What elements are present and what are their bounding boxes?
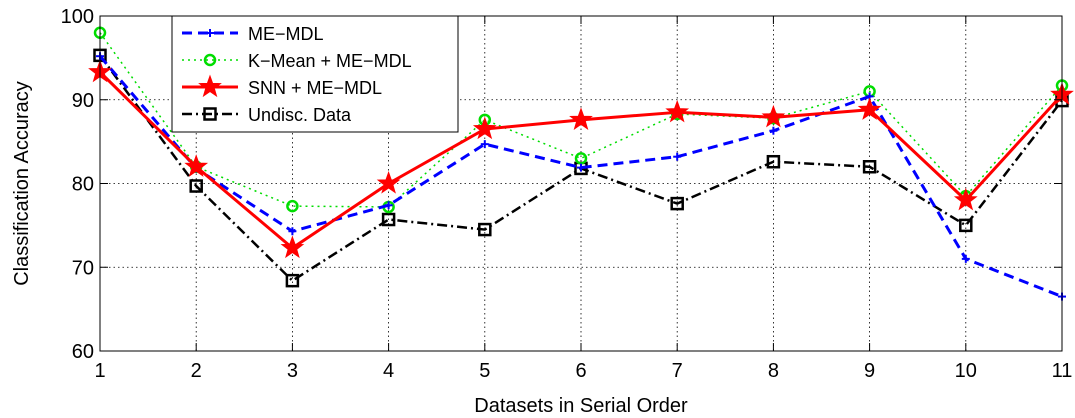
legend-entry: K−Mean + ME−MDL: [182, 51, 412, 71]
data-point: [480, 140, 489, 149]
data-point: [673, 152, 682, 161]
x-axis-label: Datasets in Serial Order: [474, 395, 688, 417]
x-tick-label: 9: [864, 360, 875, 382]
legend-label: SNN + ME−MDL: [248, 78, 382, 98]
x-tick-label: 7: [672, 360, 683, 382]
data-point: [574, 152, 588, 165]
data-point: [285, 273, 300, 288]
legend-marker: [203, 53, 217, 67]
y-tick-label: 80: [72, 174, 94, 196]
x-tick-label: 5: [479, 360, 490, 382]
data-point: [384, 201, 393, 210]
data-point: [665, 99, 690, 123]
data-point: [286, 199, 299, 213]
grid-lines: [100, 16, 1062, 351]
x-tick-label: 11: [1052, 360, 1073, 382]
legend-marker: [203, 107, 217, 121]
data-point: [577, 163, 585, 172]
legend-marker: [206, 29, 214, 37]
y-tick-label: 100: [61, 6, 94, 28]
legend-entry: ME−MDL: [182, 24, 324, 44]
legend-marker: [198, 74, 222, 98]
legend-label: ME−MDL: [248, 24, 324, 44]
data-point: [184, 154, 209, 177]
x-tick-label: 2: [191, 360, 202, 382]
series-line: [99, 32, 1063, 208]
data-point: [670, 196, 684, 211]
data-point: [953, 187, 978, 211]
x-tick-label: 6: [575, 360, 586, 382]
x-tick-label: 10: [955, 360, 977, 382]
x-tick-label: 8: [768, 360, 779, 382]
legend-entry: Undisc. Data: [182, 105, 352, 125]
legend-entry: SNN + ME−MDL: [182, 74, 382, 98]
legend-box: [171, 15, 459, 133]
x-tick-label: 3: [287, 360, 298, 382]
legend-label: K−Mean + ME−MDL: [248, 51, 412, 71]
data-point: [857, 97, 882, 120]
series-line: [98, 55, 1063, 298]
legend: ME−MDL K−Mean + ME−MDL SNN + ME−MDL Undisc.…: [171, 15, 459, 133]
data-point: [381, 212, 396, 227]
x-tick-label: 1: [94, 360, 105, 382]
data-point: [569, 107, 593, 130]
y-axis-label: Classification Accuracy: [11, 81, 33, 286]
y-tick-label: 70: [72, 257, 94, 279]
data-point: [961, 254, 970, 263]
y-tick-label: 90: [72, 90, 94, 112]
data-point: [189, 179, 203, 193]
data-point: [472, 116, 497, 140]
data-point: [280, 235, 305, 259]
data-point: [766, 154, 781, 169]
y-tick-label: 60: [72, 341, 94, 363]
data-point: [376, 171, 401, 194]
data-point: [761, 104, 786, 128]
data-point: [862, 160, 877, 174]
data-point: [769, 126, 778, 135]
data-point: [959, 218, 973, 233]
data-point: [288, 227, 297, 236]
x-tick-label: 4: [383, 360, 394, 382]
legend-label: Undisc. Data: [248, 105, 352, 125]
data-point: [478, 222, 492, 237]
axis-ticks: 1 2 3 4 5 6 7 8 9 10 11 60 70 80 90 100: [61, 6, 1073, 382]
